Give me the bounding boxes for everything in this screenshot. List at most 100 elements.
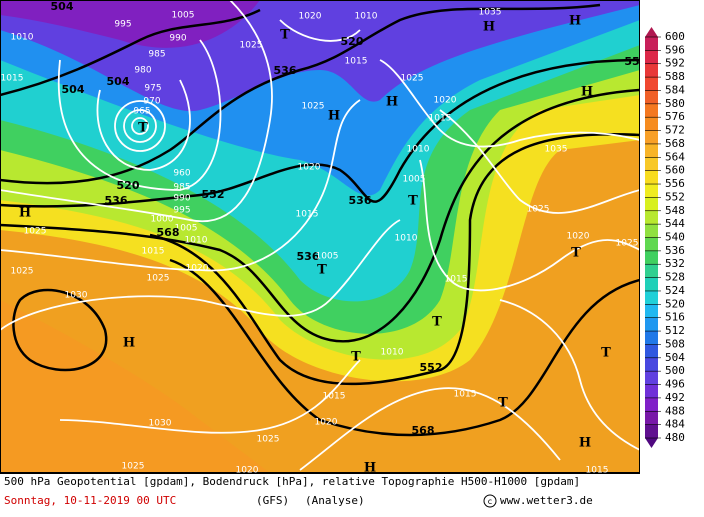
map-label: H: [569, 14, 581, 29]
color-swatch: [645, 224, 658, 238]
footer-description: 500 hPa Geopotential [gpdam], Bodendruck…: [4, 475, 580, 488]
color-label: 596: [665, 43, 685, 56]
map-label: 1030: [65, 291, 88, 301]
map-label: 985: [148, 50, 165, 60]
color-label: 516: [665, 311, 685, 324]
color-label: 508: [665, 337, 685, 350]
color-label: 564: [665, 150, 685, 163]
footer-model: (GFS): [256, 494, 289, 507]
map-label: 1025: [616, 239, 639, 249]
map-label: 1025: [302, 102, 325, 112]
color-swatch: [645, 37, 658, 51]
map-label: 504: [51, 0, 74, 13]
map-label: 504: [62, 83, 85, 96]
map-label: T: [498, 396, 508, 411]
map-label: H: [579, 436, 591, 451]
map-label: 1005: [316, 252, 339, 262]
color-swatch: [645, 103, 658, 118]
map-label: 1010: [185, 236, 208, 246]
map-label: 1025: [11, 267, 34, 277]
map-label: 1020: [186, 264, 209, 274]
map-label: 536: [274, 64, 297, 77]
color-swatch: [645, 411, 658, 426]
color-label: 592: [665, 57, 685, 70]
map-label: 1015: [586, 466, 609, 476]
color-swatch: [645, 50, 658, 65]
map-label: 1015: [345, 57, 368, 67]
map-label: 568: [412, 424, 435, 437]
map-label: 960: [173, 169, 190, 179]
map-field: [0, 0, 640, 473]
map-label: 1015: [454, 390, 477, 400]
color-swatch: [645, 277, 658, 292]
color-label: 568: [665, 137, 685, 150]
color-swatch: [645, 371, 658, 386]
map-label: 1000: [151, 215, 174, 225]
color-label: 588: [665, 70, 685, 83]
color-swatch: [645, 344, 658, 359]
map-label: 1005: [172, 11, 195, 21]
color-swatch: [645, 130, 658, 145]
map-label: 1015: [323, 392, 346, 402]
color-swatch: [645, 424, 658, 439]
color-swatch: [645, 237, 658, 252]
map-label: T: [601, 346, 611, 361]
color-swatch: [645, 117, 658, 132]
color-swatch: [645, 384, 658, 399]
color-label: 528: [665, 271, 685, 284]
map-label: T: [432, 315, 442, 330]
color-label: 576: [665, 110, 685, 123]
map-label: T: [280, 28, 290, 43]
color-label: 504: [665, 351, 685, 364]
color-label: 600: [665, 30, 685, 43]
color-label: 500: [665, 364, 685, 377]
map-label: 1005: [175, 224, 198, 234]
copyright-c: c: [488, 497, 492, 506]
map-label: 1010: [381, 348, 404, 358]
color-label: 540: [665, 231, 685, 244]
color-label: 556: [665, 177, 685, 190]
map-label: 1020: [434, 96, 457, 106]
map-label: 1010: [355, 12, 378, 22]
color-swatch: [645, 197, 658, 212]
map-label: H: [19, 206, 31, 221]
map-label: 1020: [299, 12, 322, 22]
map-label: 970: [143, 97, 160, 107]
color-label: 520: [665, 297, 685, 310]
map-label: 1025: [147, 274, 170, 284]
color-label: 480: [665, 431, 685, 444]
map-label: 1035: [545, 145, 568, 155]
map-label: 1025: [257, 435, 280, 445]
footer-date: Sonntag, 10-11-2019 00 UTC: [4, 494, 176, 507]
color-label: 496: [665, 378, 685, 391]
color-swatch: [645, 157, 658, 172]
map-label: 1025: [527, 205, 550, 215]
color-swatch: [645, 63, 658, 78]
map-label: 1015: [445, 275, 468, 285]
map-label: 1015: [429, 114, 452, 124]
map-label: 1015: [142, 247, 165, 257]
map-label: 1025: [240, 41, 263, 51]
map-label: H: [581, 85, 593, 100]
color-swatch: [645, 184, 658, 198]
map-label: H: [386, 95, 398, 110]
color-label: 544: [665, 217, 685, 230]
color-bar: 6005965925885845805765725685645605565525…: [645, 27, 685, 448]
map-label: 980: [134, 66, 151, 76]
color-swatch: [645, 317, 658, 332]
map-label: 55: [624, 55, 639, 68]
map-label: 536: [349, 194, 372, 207]
map-label: 520: [341, 35, 364, 48]
map-label: 1020: [567, 232, 590, 242]
map-label: 568: [157, 226, 180, 239]
map-label: 1020: [236, 466, 259, 476]
map-label: 520: [117, 179, 140, 192]
color-swatch: [645, 304, 658, 319]
color-label: 532: [665, 257, 685, 270]
map-label: H: [483, 20, 495, 35]
color-label: 552: [665, 190, 685, 203]
color-label: 488: [665, 404, 685, 417]
field-violet: [0, 0, 260, 48]
color-swatch: [645, 331, 658, 345]
